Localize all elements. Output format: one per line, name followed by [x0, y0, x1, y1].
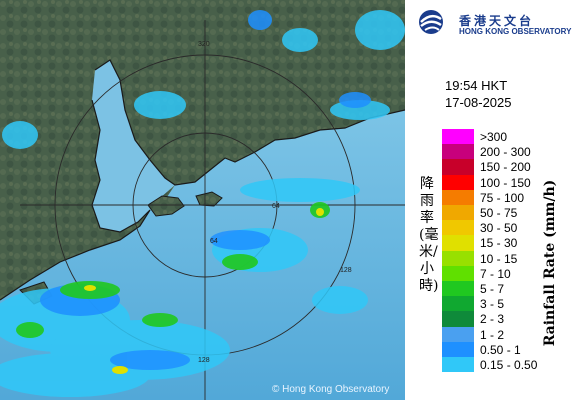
legend-title-en: Rainfall Rate (mm/h): [542, 179, 558, 347]
legend-title-en-wrapper: Rainfall Rate (mm/h): [525, 178, 575, 348]
legend-label: 3 - 5: [480, 297, 505, 312]
legend-label: 150 - 200: [480, 160, 531, 175]
legend-label: 1 - 2: [480, 327, 505, 342]
legend-title-cn: 降雨率(毫米/小時): [419, 176, 439, 294]
org-name-en: HONG KONG OBSERVATORY: [459, 27, 572, 36]
legend-swatch: [442, 174, 474, 190]
legend-label: 50 - 75: [480, 206, 518, 220]
legend-swatch: [442, 311, 474, 327]
legend-swatch: [442, 265, 474, 281]
legend-swatch: [442, 129, 474, 145]
legend-label: 5 - 7: [480, 282, 505, 296]
radar-map-svg: 320 64 128 64 128: [0, 0, 405, 400]
ring-label-east-inner: 64: [272, 203, 280, 210]
legend-row: 0.50 - 1: [442, 341, 567, 357]
legend-label: 7 - 10: [480, 266, 511, 281]
legend-row: 75 - 100: [442, 189, 567, 205]
legend-swatch: [442, 341, 474, 357]
rain-echoes: [0, 10, 405, 397]
range-ring-labels: 320 64 128 64 128: [198, 41, 352, 364]
legend-swatch: [442, 220, 474, 236]
legend-row: 2 - 3: [442, 311, 567, 327]
legend-label: 0.50 - 1: [480, 342, 521, 357]
legend-row: 200 - 300: [442, 144, 567, 160]
estuary: [92, 60, 175, 232]
ring-label-south-outer: 128: [198, 357, 210, 364]
hko-logo: 香港天文台 HONG KONG OBSERVATORY: [411, 4, 577, 38]
observation-date: 17-08-2025: [445, 95, 512, 110]
ring-label-east-outer: 128: [340, 267, 352, 274]
legend-row: 100 - 150: [442, 174, 567, 190]
legend-swatch: [442, 296, 474, 312]
legend-label: 15 - 30: [480, 236, 518, 251]
legend-row: 0.15 - 0.50: [442, 357, 567, 373]
legend-swatch: [442, 281, 474, 297]
radar-map: 320 64 128 64 128 © Hong Kong Observator…: [0, 0, 405, 400]
legend-row: 50 - 75: [442, 205, 567, 221]
legend-row: 30 - 50: [442, 220, 567, 236]
legend-row: 10 - 15: [442, 250, 567, 266]
legend-label: 10 - 15: [480, 251, 518, 266]
copyright-notice: © Hong Kong Observatory: [272, 384, 390, 395]
legend-swatch: [442, 250, 474, 266]
legend-label: 0.15 - 0.50: [480, 358, 538, 372]
legend-swatch: [442, 189, 474, 205]
legend-row: 15 - 30: [442, 235, 567, 251]
legend-label: 200 - 300: [480, 145, 531, 160]
legend-label: 100 - 150: [480, 175, 531, 190]
legend-swatch: [442, 326, 474, 342]
legend-label: 2 - 3: [480, 312, 505, 327]
legend-label: 75 - 100: [480, 190, 525, 205]
legend-label: >300: [480, 130, 508, 144]
legend-swatch: [442, 144, 474, 160]
ring-label-south-inner: 64: [210, 238, 218, 245]
legend-row: >300: [442, 129, 567, 145]
legend-swatch: [442, 205, 474, 221]
side-panel: 香港天文台 HONG KONG OBSERVATORY 19:54 HKT 17…: [405, 0, 577, 400]
legend-row: 150 - 200: [442, 159, 567, 175]
hko-emblem-icon: [419, 10, 443, 34]
legend-row: 1 - 2: [442, 326, 567, 342]
org-name-cn: 香港天文台: [459, 14, 535, 28]
legend-row: 7 - 10: [442, 265, 567, 281]
observation-time: 19:54 HKT: [445, 78, 508, 93]
legend-swatch: [442, 159, 474, 175]
hk-island: [195, 191, 223, 207]
legend-row: 3 - 5: [442, 296, 567, 312]
legend-swatch: [442, 357, 474, 373]
legend-swatch: [442, 235, 474, 251]
legend-label: 30 - 50: [480, 221, 518, 236]
ring-label-north: 320: [198, 41, 210, 48]
legend-row: 5 - 7: [442, 281, 567, 297]
lantau-island: [147, 195, 185, 217]
coastline: [0, 59, 405, 301]
